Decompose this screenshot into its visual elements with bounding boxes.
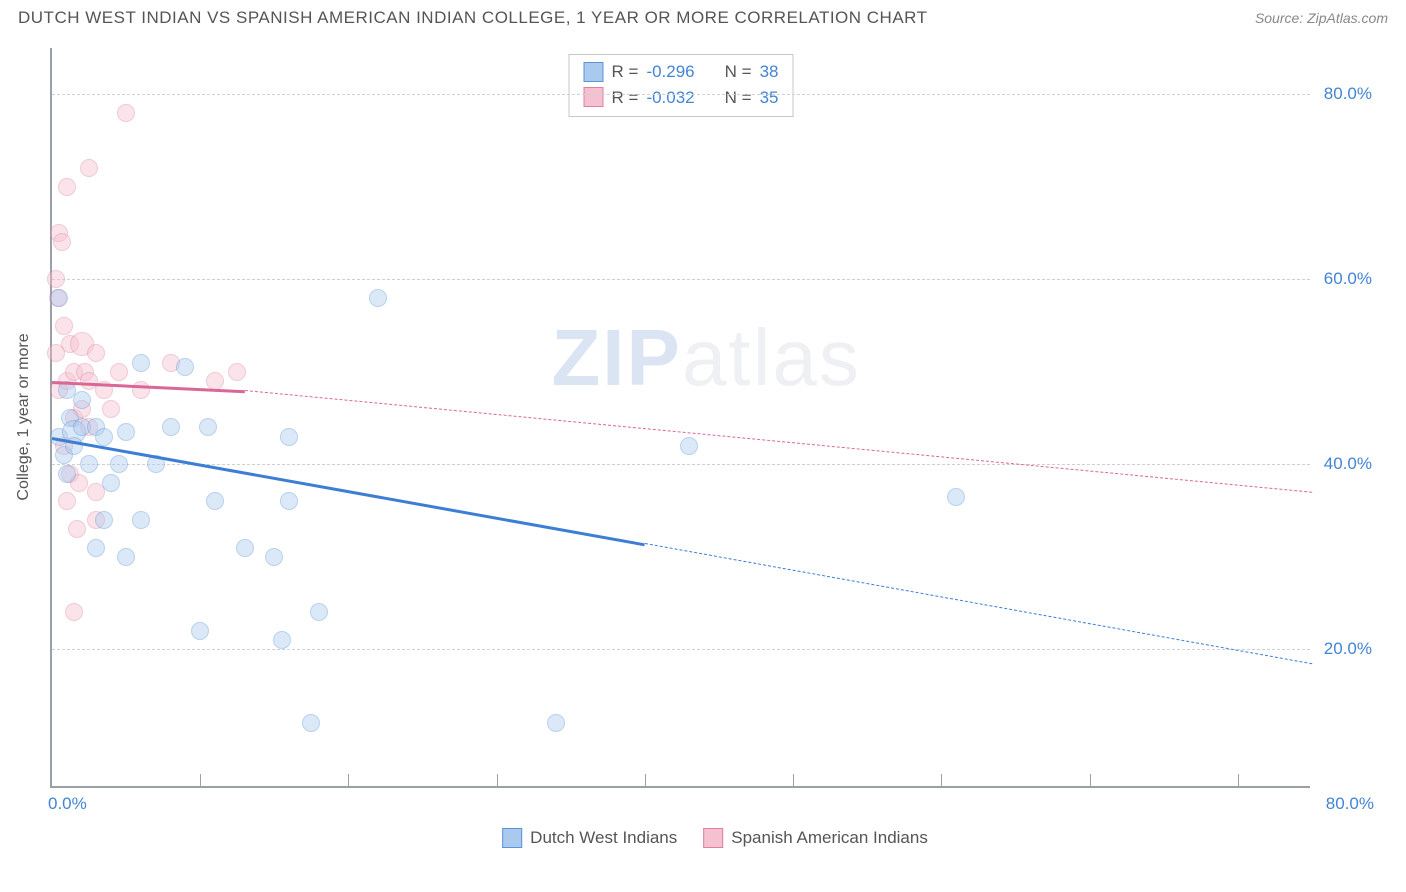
scatter-point — [58, 492, 76, 510]
grid-line-v — [1238, 774, 1239, 788]
scatter-point — [110, 455, 128, 473]
scatter-point — [680, 437, 698, 455]
scatter-point — [280, 428, 298, 446]
series-legend: Dutch West Indians Spanish American India… — [502, 828, 928, 848]
scatter-point — [302, 714, 320, 732]
legend-r-value: -0.296 — [646, 59, 694, 85]
legend-series-name: Dutch West Indians — [530, 828, 677, 848]
scatter-point — [206, 372, 224, 390]
grid-line-h — [52, 464, 1310, 465]
scatter-point — [132, 511, 150, 529]
watermark: ZIPatlas — [551, 312, 860, 404]
x-tick-max: 80.0% — [1326, 794, 1374, 814]
scatter-point — [87, 539, 105, 557]
trend-line — [52, 437, 645, 546]
y-tick-label: 80.0% — [1324, 84, 1372, 104]
grid-line-v — [941, 774, 942, 788]
scatter-point — [95, 428, 113, 446]
grid-line-v — [645, 774, 646, 788]
legend-swatch — [703, 828, 723, 848]
legend-n-value: 35 — [760, 85, 779, 111]
grid-line-h — [52, 279, 1310, 280]
correlation-legend: R = -0.296 N = 38 R = -0.032 N = 35 — [569, 54, 794, 117]
scatter-point — [132, 381, 150, 399]
legend-n-label: N = — [725, 59, 752, 85]
plot-area: College, 1 year or more ZIPatlas 0.0% 80… — [50, 48, 1310, 788]
legend-item: Dutch West Indians — [502, 828, 677, 848]
scatter-point — [110, 363, 128, 381]
scatter-point — [236, 539, 254, 557]
legend-stat-row: R = -0.296 N = 38 — [584, 59, 779, 85]
legend-n-value: 38 — [760, 59, 779, 85]
scatter-point — [95, 511, 113, 529]
scatter-point — [273, 631, 291, 649]
scatter-point — [265, 548, 283, 566]
trend-line — [645, 543, 1312, 664]
y-tick-label: 40.0% — [1324, 454, 1372, 474]
scatter-point — [310, 603, 328, 621]
legend-series-name: Spanish American Indians — [731, 828, 928, 848]
scatter-point — [47, 270, 65, 288]
scatter-point — [65, 603, 83, 621]
grid-line-h — [52, 94, 1310, 95]
scatter-point — [162, 418, 180, 436]
scatter-point — [191, 622, 209, 640]
scatter-point — [50, 289, 68, 307]
x-tick-min: 0.0% — [48, 794, 87, 814]
trend-line — [245, 390, 1312, 493]
scatter-point — [80, 159, 98, 177]
scatter-point — [199, 418, 217, 436]
scatter-point — [117, 423, 135, 441]
scatter-point — [369, 289, 387, 307]
chart-title: DUTCH WEST INDIAN VS SPANISH AMERICAN IN… — [18, 8, 928, 28]
grid-line-v — [497, 774, 498, 788]
y-tick-label: 20.0% — [1324, 639, 1372, 659]
legend-n-label: N = — [725, 85, 752, 111]
scatter-point — [58, 465, 76, 483]
grid-line-v — [348, 774, 349, 788]
grid-line-h — [52, 649, 1310, 650]
scatter-point — [73, 391, 91, 409]
scatter-point — [53, 233, 71, 251]
grid-line-v — [793, 774, 794, 788]
legend-stat-row: R = -0.032 N = 35 — [584, 85, 779, 111]
scatter-point — [87, 344, 105, 362]
scatter-point — [547, 714, 565, 732]
grid-line-v — [200, 774, 201, 788]
scatter-point — [117, 104, 135, 122]
scatter-point — [206, 492, 224, 510]
scatter-chart: College, 1 year or more ZIPatlas 0.0% 80… — [50, 48, 1380, 818]
scatter-point — [280, 492, 298, 510]
scatter-point — [102, 474, 120, 492]
legend-swatch — [584, 62, 604, 82]
scatter-point — [132, 354, 150, 372]
scatter-point — [55, 317, 73, 335]
y-axis-label: College, 1 year or more — [15, 333, 33, 500]
scatter-point — [947, 488, 965, 506]
scatter-point — [228, 363, 246, 381]
grid-line-v — [1090, 774, 1091, 788]
y-tick-label: 60.0% — [1324, 269, 1372, 289]
scatter-point — [58, 178, 76, 196]
scatter-point — [102, 400, 120, 418]
legend-r-value: -0.032 — [646, 85, 694, 111]
source-label: Source: ZipAtlas.com — [1255, 10, 1388, 26]
legend-r-label: R = — [612, 85, 639, 111]
legend-swatch — [584, 87, 604, 107]
legend-swatch — [502, 828, 522, 848]
legend-r-label: R = — [612, 59, 639, 85]
scatter-point — [117, 548, 135, 566]
scatter-point — [68, 520, 86, 538]
legend-item: Spanish American Indians — [703, 828, 928, 848]
scatter-point — [176, 358, 194, 376]
scatter-point — [80, 455, 98, 473]
